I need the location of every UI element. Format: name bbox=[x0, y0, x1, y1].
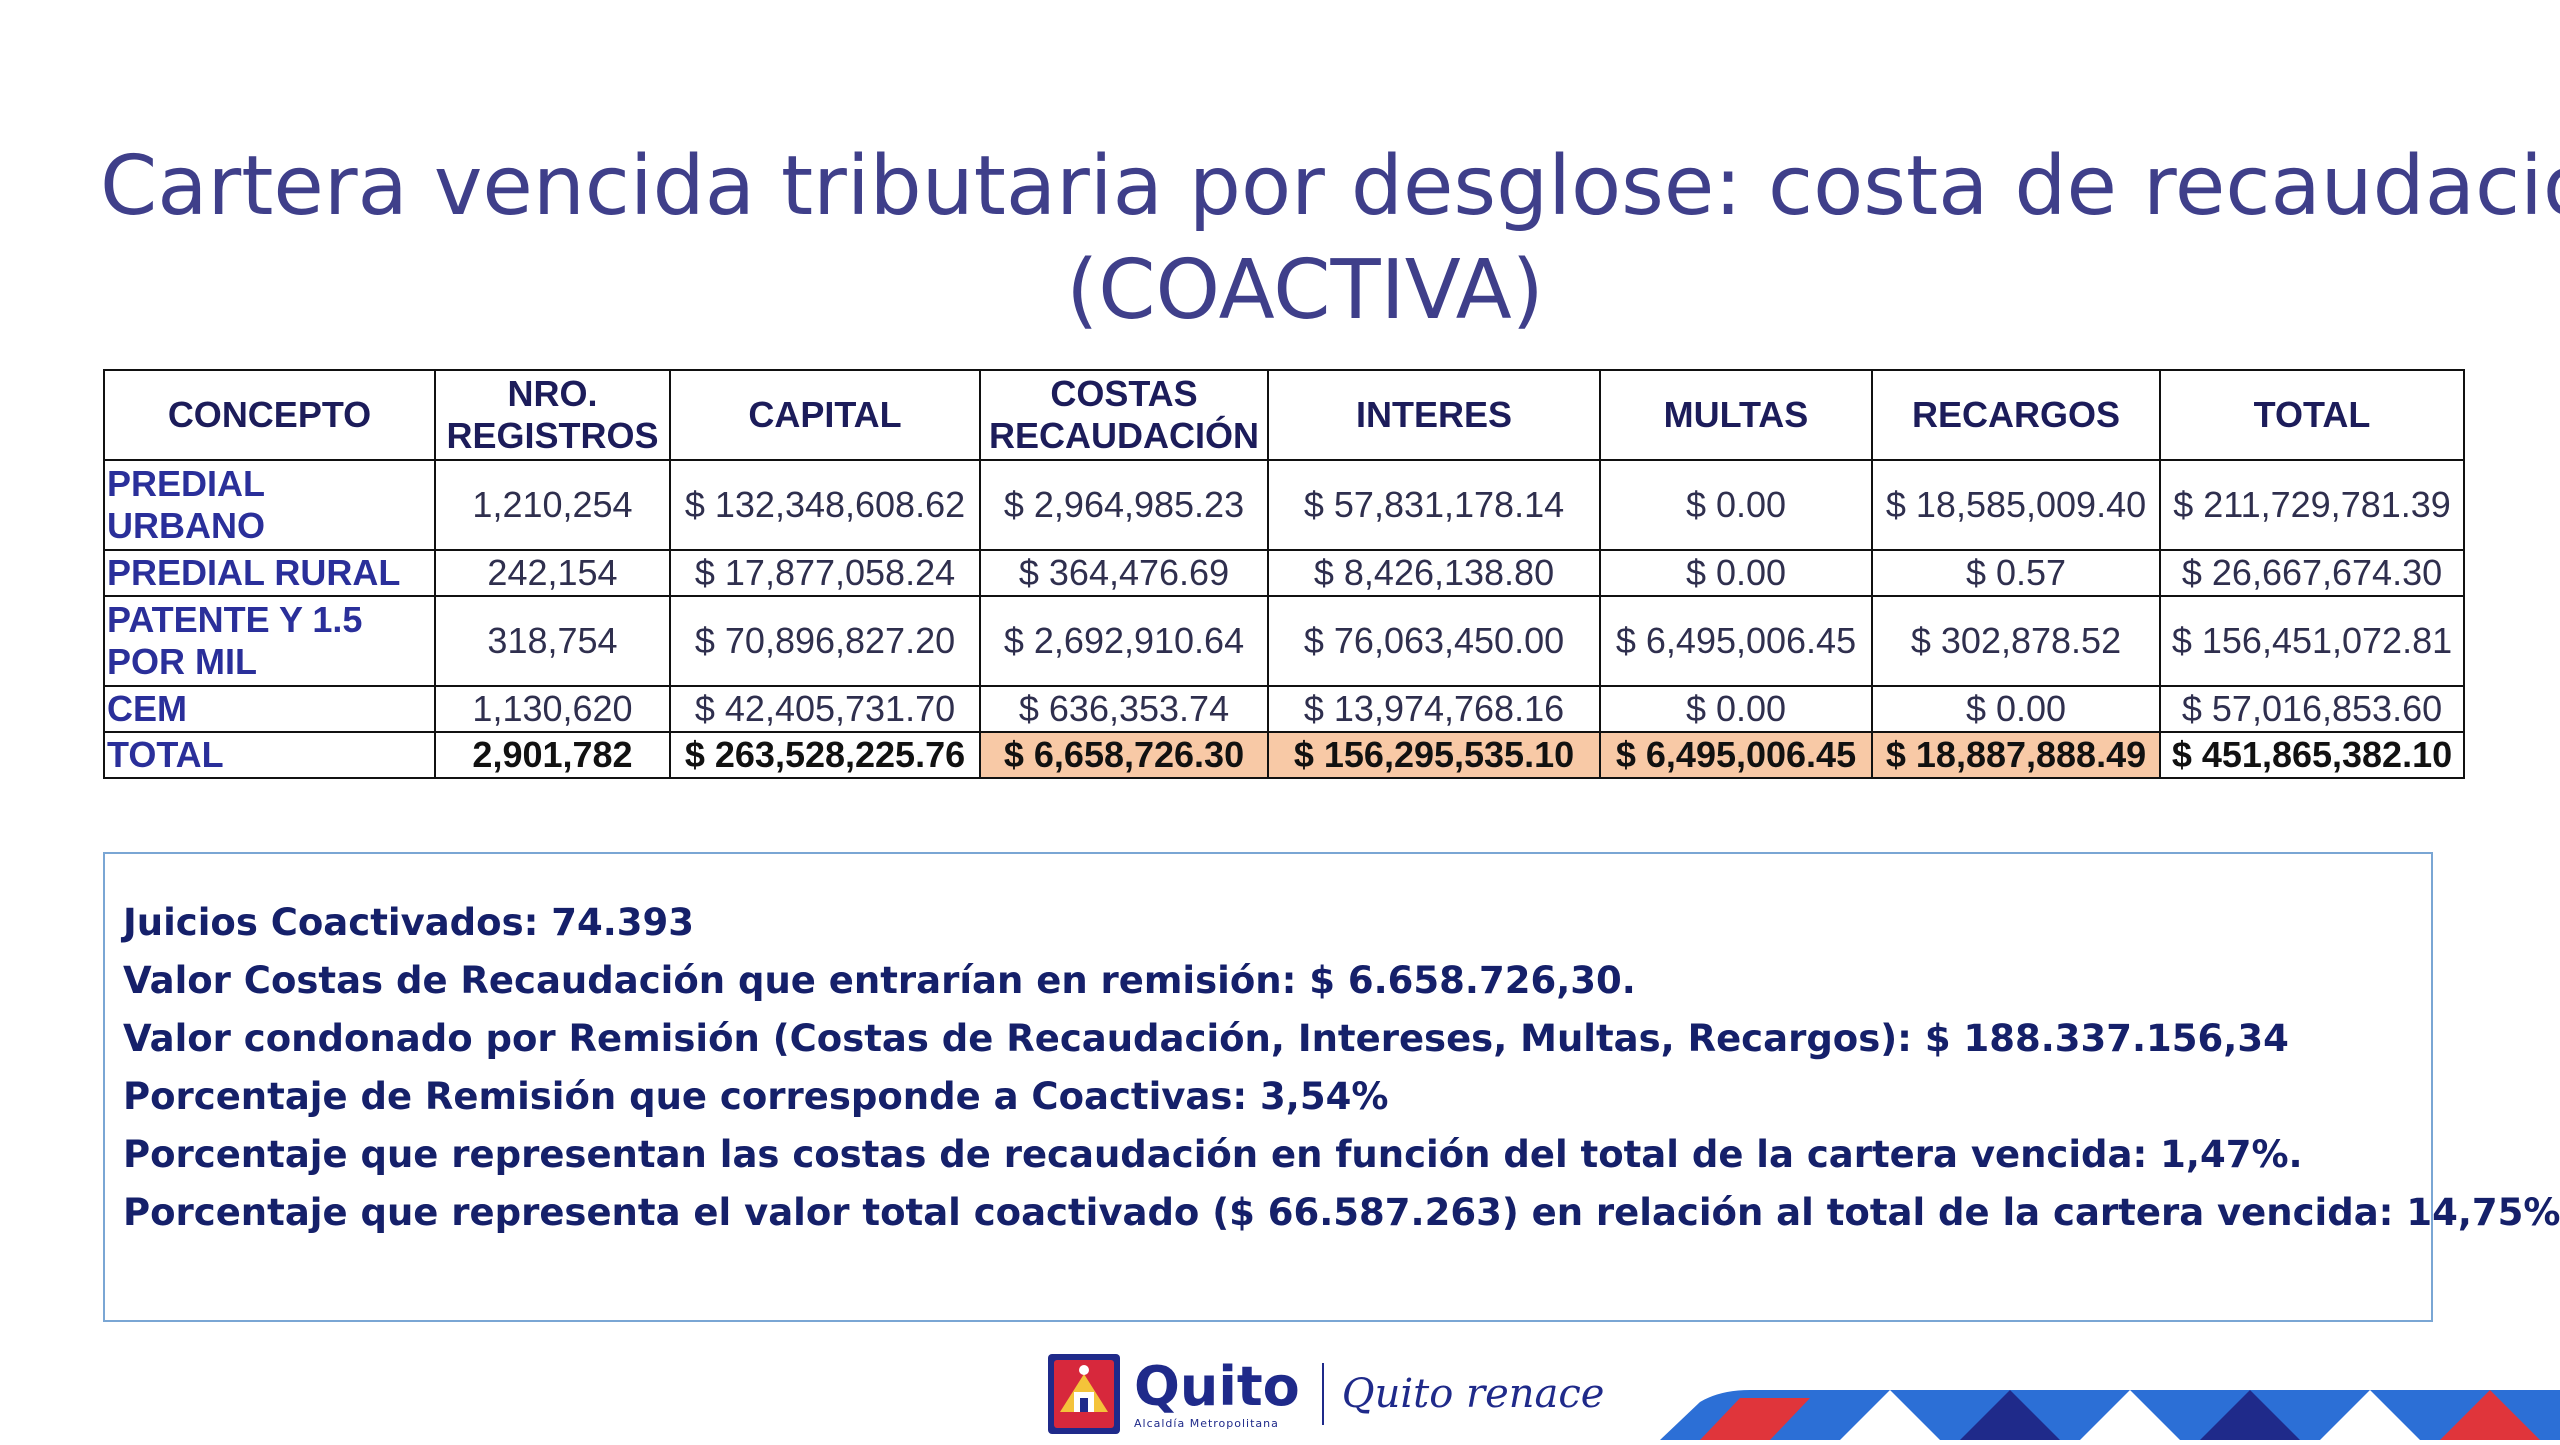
decorative-pattern bbox=[1660, 1390, 2560, 1440]
cell-costas: $ 2,692,910.64 bbox=[979, 595, 1269, 687]
cell-multas: $ 0.00 bbox=[1599, 549, 1873, 597]
cell-interes: $ 76,063,450.00 bbox=[1267, 595, 1601, 687]
brand-subtitle: Alcaldía Metropolitana bbox=[1134, 1416, 1279, 1430]
summary-line: Juicios Coactivados: 74.393 bbox=[123, 901, 695, 944]
cell-registros: 318,754 bbox=[434, 595, 671, 687]
summary-line: Porcentaje que representan las costas de… bbox=[123, 1133, 2303, 1176]
summary-line: Porcentaje de Remisión que corresponde a… bbox=[123, 1075, 1389, 1118]
cell-concepto: PREDIAL URBANO bbox=[103, 459, 436, 551]
cell-capital: $ 17,877,058.24 bbox=[669, 549, 981, 597]
cell-registros: 242,154 bbox=[434, 549, 671, 597]
title-line-2: (COACTIVA) bbox=[1066, 243, 1544, 338]
cell-multas: $ 0.00 bbox=[1599, 459, 1873, 551]
header-recargos: RECARGOS bbox=[1871, 369, 2161, 461]
cell-capital: $ 132,348,608.62 bbox=[669, 459, 981, 551]
cell-interes: $ 13,974,768.16 bbox=[1267, 685, 1601, 733]
cell-concepto: PATENTE Y 1.5 POR MIL bbox=[103, 595, 436, 687]
header-multas: MULTAS bbox=[1599, 369, 1873, 461]
total-total: $ 451,865,382.10 bbox=[2159, 731, 2465, 779]
quito-crest-icon bbox=[1046, 1352, 1122, 1436]
footer-logo: Quito Alcaldía Metropolitana Quito renac… bbox=[1046, 1352, 1604, 1436]
cell-multas: $ 6,495,006.45 bbox=[1599, 595, 1873, 687]
cell-recargos: $ 18,585,009.40 bbox=[1871, 459, 2161, 551]
table-total-row: TOTAL 2,901,782 $ 263,528,225.76 $ 6,658… bbox=[103, 731, 2465, 779]
cell-interes: $ 57,831,178.14 bbox=[1267, 459, 1601, 551]
cell-capital: $ 70,896,827.20 bbox=[669, 595, 981, 687]
cell-total: $ 156,451,072.81 bbox=[2159, 595, 2465, 687]
header-costas: COSTAS RECAUDACIÓN bbox=[979, 369, 1269, 461]
summary-line: Porcentaje que representa el valor total… bbox=[123, 1191, 2560, 1234]
header-registros: NRO. REGISTROS bbox=[434, 369, 671, 461]
cell-capital: $ 42,405,731.70 bbox=[669, 685, 981, 733]
table-row: CEM 1,130,620 $ 42,405,731.70 $ 636,353.… bbox=[103, 685, 2465, 733]
title-line-1: Cartera vencida tributaria por desglose:… bbox=[100, 139, 2560, 234]
cell-total: $ 211,729,781.39 bbox=[2159, 459, 2465, 551]
page-title: Cartera vencida tributaria por desglose:… bbox=[100, 135, 2560, 343]
slogan: Quito renace bbox=[1341, 1371, 1605, 1417]
header-total: TOTAL bbox=[2159, 369, 2465, 461]
brand: Quito Alcaldía Metropolitana bbox=[1134, 1354, 1300, 1430]
total-interes: $ 156,295,535.10 bbox=[1267, 731, 1601, 779]
cell-total: $ 57,016,853.60 bbox=[2159, 685, 2465, 733]
table-row: PATENTE Y 1.5 POR MIL 318,754 $ 70,896,8… bbox=[103, 595, 2465, 687]
summary-box: Juicios Coactivados: 74.393 Valor Costas… bbox=[103, 852, 2560, 1322]
cell-costas: $ 364,476.69 bbox=[979, 549, 1269, 597]
brand-name: Quito bbox=[1134, 1354, 1300, 1418]
table-row: PREDIAL RURAL 242,154 $ 17,877,058.24 $ … bbox=[103, 549, 2465, 597]
cell-concepto: PREDIAL RURAL bbox=[103, 549, 436, 597]
cell-interes: $ 8,426,138.80 bbox=[1267, 549, 1601, 597]
cell-multas: $ 0.00 bbox=[1599, 685, 1873, 733]
cell-recargos: $ 0.00 bbox=[1871, 685, 2161, 733]
cell-total: $ 26,667,674.30 bbox=[2159, 549, 2465, 597]
total-concepto: TOTAL bbox=[103, 731, 436, 779]
table-header-row: CONCEPTO NRO. REGISTROS CAPITAL COSTAS R… bbox=[103, 369, 2465, 461]
cell-concepto: CEM bbox=[103, 685, 436, 733]
cell-recargos: $ 302,878.52 bbox=[1871, 595, 2161, 687]
header-interes: INTERES bbox=[1267, 369, 1601, 461]
table-row: PREDIAL URBANO 1,210,254 $ 132,348,608.6… bbox=[103, 459, 2465, 551]
total-recargos: $ 18,887,888.49 bbox=[1871, 731, 2161, 779]
header-concepto: CONCEPTO bbox=[103, 369, 436, 461]
cell-recargos: $ 0.57 bbox=[1871, 549, 2161, 597]
total-registros: 2,901,782 bbox=[434, 731, 671, 779]
total-capital: $ 263,528,225.76 bbox=[669, 731, 981, 779]
total-costas: $ 6,658,726.30 bbox=[979, 731, 1269, 779]
cell-costas: $ 636,353.74 bbox=[979, 685, 1269, 733]
summary-line: Valor Costas de Recaudación que entraría… bbox=[123, 959, 1636, 1002]
cartera-table: CONCEPTO NRO. REGISTROS CAPITAL COSTAS R… bbox=[103, 369, 2465, 779]
cell-registros: 1,130,620 bbox=[434, 685, 671, 733]
logo-divider bbox=[1321, 1363, 1324, 1425]
header-capital: CAPITAL bbox=[669, 369, 981, 461]
summary-line: Valor condonado por Remisión (Costas de … bbox=[123, 1017, 2289, 1060]
cell-costas: $ 2,964,985.23 bbox=[979, 459, 1269, 551]
cell-registros: 1,210,254 bbox=[434, 459, 671, 551]
total-multas: $ 6,495,006.45 bbox=[1599, 731, 1873, 779]
